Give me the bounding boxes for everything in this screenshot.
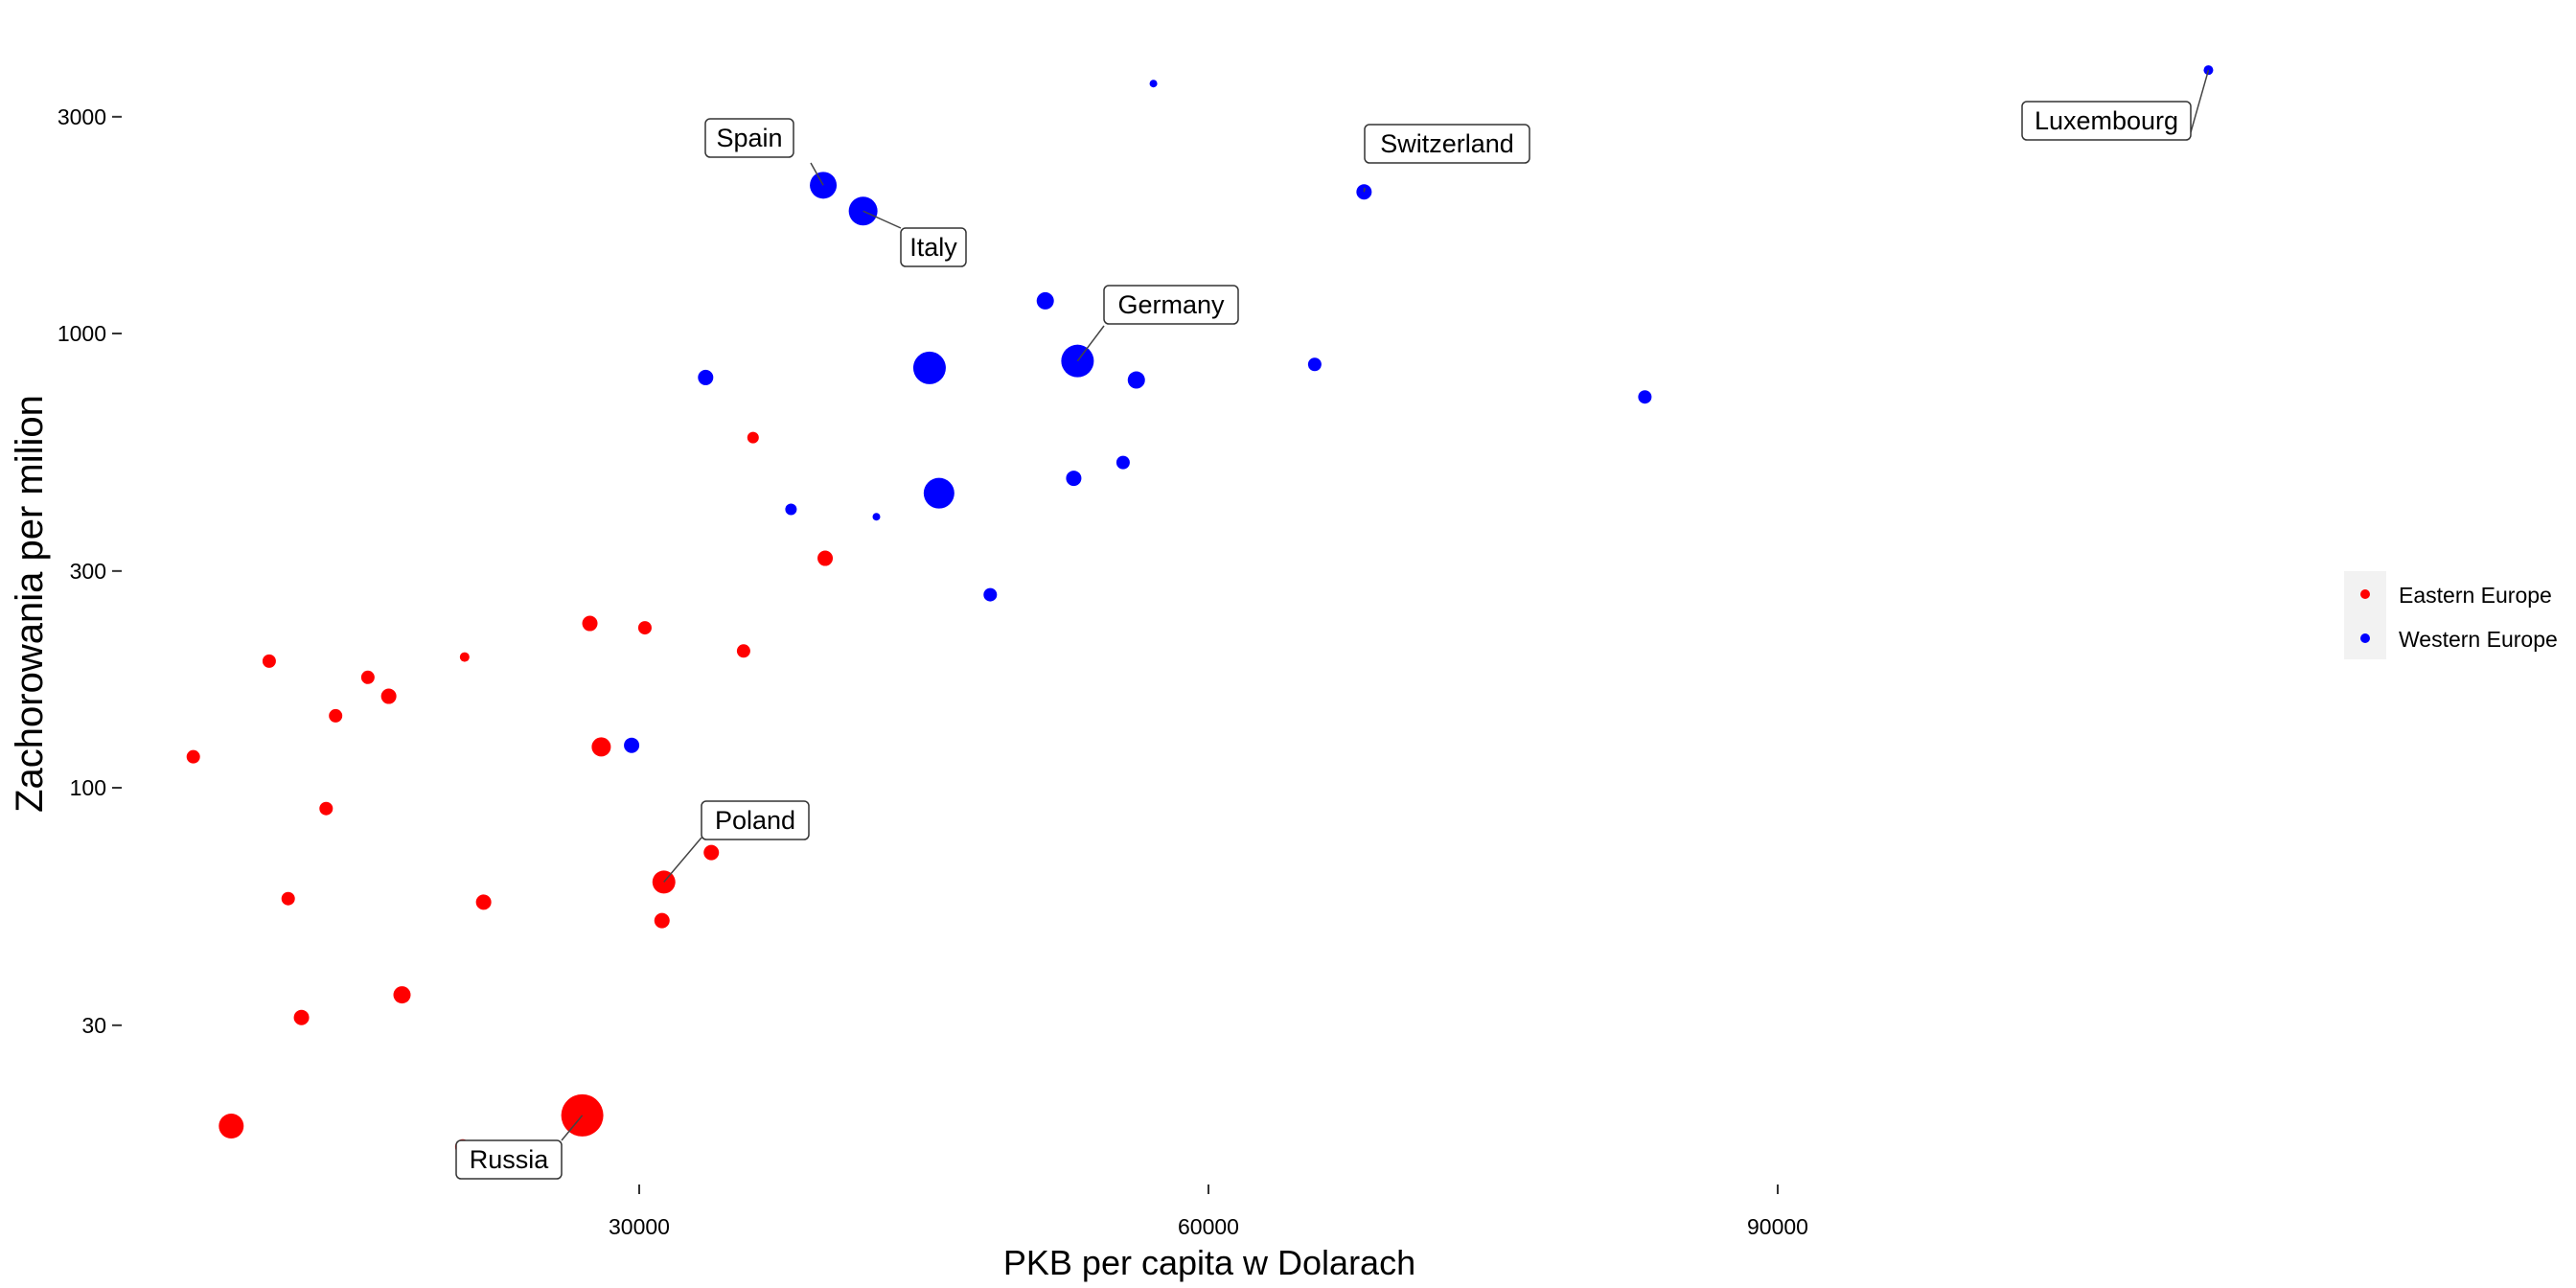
y-tick-label: 300 (70, 559, 106, 584)
annotation-label-spain: Spain (716, 124, 782, 152)
annotation-leader-switzerland (1363, 187, 1366, 193)
point-western-europe (624, 737, 640, 753)
point-eastern-europe (637, 621, 652, 635)
legend-background (2344, 571, 2386, 659)
annotation-label-luxembourg: Luxembourg (2035, 106, 2178, 135)
point-eastern-europe (582, 615, 598, 632)
annotation-box-poland (701, 800, 810, 840)
point-eastern-europe (329, 708, 343, 723)
point-eastern-europe (281, 891, 295, 906)
point-western-europe (1307, 357, 1322, 372)
point-western-europe (1036, 291, 1054, 310)
legend-label-eastern-europe: Eastern Europe (2399, 583, 2552, 608)
point-eastern-europe (186, 749, 200, 764)
legend: Eastern Europe Western Europe (2344, 571, 2558, 659)
point-eastern-europe (817, 550, 834, 566)
annotation-box-germany (1103, 285, 1239, 325)
x-axis: 30000 60000 90000 (609, 1184, 1808, 1239)
point-western-europe (1116, 455, 1130, 470)
point-western-europe (983, 587, 998, 602)
point-western-europe (1066, 471, 1082, 487)
annotation-box-italy (900, 227, 967, 267)
annotation-label-germany: Germany (1117, 290, 1225, 319)
annotation-label-russia: Russia (470, 1145, 550, 1174)
annotation-label-poland: Poland (715, 806, 795, 835)
annotation-leader-italy (862, 210, 902, 229)
point-eastern-europe (319, 801, 334, 816)
annotation-box-spain (704, 118, 794, 158)
point-eastern-europe (736, 644, 750, 658)
annotation-leader-russia (561, 1115, 584, 1141)
point-western-europe (872, 513, 881, 521)
point-eastern-europe (654, 912, 670, 929)
annotation-box-luxembourg (2021, 101, 2192, 141)
y-tick-label: 3000 (58, 104, 106, 129)
point-western-europe (912, 351, 946, 384)
point-eastern-europe (591, 737, 611, 757)
point-western-europe (923, 477, 954, 509)
annotation-leader-germany (1076, 325, 1105, 362)
annotation-label-switzerland: Switzerland (1380, 129, 1514, 158)
point-eastern-europe (262, 654, 276, 668)
x-tick-label: 60000 (1178, 1214, 1239, 1239)
y-axis-title: Zachorowania per milion (9, 395, 51, 813)
y-tick-label: 1000 (58, 321, 106, 346)
annotation-box-switzerland (1364, 124, 1530, 164)
y-axis: 30 100 300 1000 3000 (58, 104, 122, 1038)
point-western-europe (698, 369, 714, 385)
point-eastern-europe (218, 1114, 244, 1139)
annotation-box-russia (455, 1139, 563, 1180)
annotation-label-italy: Italy (909, 233, 957, 262)
x-tick-label: 90000 (1747, 1214, 1808, 1239)
point-eastern-europe (703, 844, 720, 861)
data-points (186, 65, 2214, 1155)
point-eastern-europe (747, 431, 759, 444)
legend-label-western-europe: Western Europe (2399, 627, 2558, 652)
x-axis-title: PKB per capita w Dolarach (1003, 1243, 1415, 1282)
annotations: Spain Italy Switzerland Luxembourg Germany Po… (455, 69, 2210, 1180)
legend-key-eastern-europe (2360, 589, 2370, 599)
point-western-europe (1149, 80, 1158, 88)
legend-key-western-europe (2360, 633, 2370, 643)
annotation-leader-spain (810, 162, 824, 186)
point-western-europe (785, 503, 797, 516)
point-eastern-europe (475, 894, 492, 910)
point-western-europe (1127, 371, 1145, 389)
y-tick-label: 100 (70, 775, 106, 800)
point-eastern-europe (459, 652, 470, 662)
point-eastern-europe (380, 688, 397, 704)
x-tick-label: 30000 (609, 1214, 670, 1239)
point-eastern-europe (293, 1009, 310, 1025)
annotation-leader-poland (663, 837, 702, 883)
annotation-leader-luxembourg (2190, 69, 2210, 133)
point-western-europe (1638, 390, 1652, 404)
point-eastern-europe (360, 670, 375, 684)
y-tick-label: 30 (81, 1013, 106, 1038)
point-eastern-europe (393, 986, 411, 1004)
